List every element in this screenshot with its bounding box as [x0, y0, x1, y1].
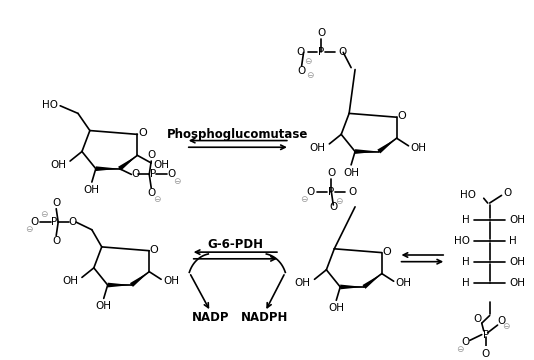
Polygon shape: [108, 283, 131, 287]
Text: P: P: [150, 170, 156, 179]
Text: P: P: [328, 186, 334, 197]
Text: HO: HO: [460, 190, 476, 201]
Text: H: H: [509, 236, 517, 246]
Text: HO: HO: [42, 100, 58, 110]
Text: OH: OH: [163, 276, 179, 286]
Text: O: O: [30, 217, 38, 227]
Text: O: O: [482, 349, 490, 359]
Polygon shape: [340, 284, 364, 289]
Text: OH: OH: [50, 160, 66, 170]
Text: O: O: [338, 48, 347, 57]
Text: ⊖: ⊖: [41, 210, 48, 219]
Text: O: O: [167, 170, 175, 179]
Text: OH: OH: [509, 257, 525, 267]
Text: ⊖: ⊖: [173, 177, 180, 186]
Text: O: O: [307, 186, 315, 197]
Polygon shape: [130, 272, 149, 287]
Text: OH: OH: [328, 303, 344, 313]
Text: ⊖: ⊖: [502, 323, 509, 332]
Text: OH: OH: [411, 143, 427, 153]
Text: O: O: [327, 168, 335, 179]
Text: OH: OH: [396, 278, 412, 288]
Polygon shape: [363, 274, 382, 289]
Text: O: O: [317, 28, 326, 38]
Text: HO: HO: [454, 236, 470, 246]
Text: G-6-PDH: G-6-PDH: [207, 238, 263, 251]
Text: O: O: [504, 188, 512, 198]
Text: OH: OH: [509, 278, 525, 288]
Text: O: O: [474, 314, 482, 324]
Polygon shape: [118, 156, 137, 171]
Text: O: O: [147, 189, 155, 198]
Text: O: O: [462, 337, 470, 347]
Text: O: O: [131, 170, 139, 179]
Text: OH: OH: [62, 276, 78, 286]
Text: P: P: [51, 217, 57, 227]
Text: O: O: [497, 316, 506, 326]
Text: O: O: [382, 247, 391, 257]
Text: O: O: [52, 198, 60, 208]
Text: O: O: [150, 245, 159, 255]
Text: H: H: [462, 257, 470, 267]
Text: OH: OH: [343, 167, 359, 177]
Text: ⊖: ⊖: [335, 197, 343, 206]
Text: NADPH: NADPH: [241, 311, 289, 324]
Text: ⊖: ⊖: [456, 345, 464, 354]
Text: O: O: [52, 236, 60, 246]
Text: ⊖: ⊖: [153, 195, 161, 204]
Text: ⊖: ⊖: [300, 195, 308, 204]
Text: H: H: [462, 215, 470, 225]
Text: OH: OH: [84, 185, 100, 195]
Text: H: H: [462, 278, 470, 288]
Text: OH: OH: [153, 160, 169, 170]
Polygon shape: [96, 166, 120, 171]
Text: ⊖: ⊖: [25, 225, 32, 234]
Text: OH: OH: [310, 143, 325, 153]
Text: O: O: [296, 48, 305, 57]
Text: OH: OH: [295, 278, 311, 288]
Text: Phosphoglucomutase: Phosphoglucomutase: [167, 128, 308, 141]
Text: P: P: [318, 48, 325, 57]
Text: NADP: NADP: [192, 311, 229, 324]
Text: ⊖: ⊖: [304, 57, 311, 66]
Text: O: O: [397, 111, 406, 121]
Polygon shape: [355, 149, 379, 154]
Text: O: O: [297, 67, 306, 76]
Text: OH: OH: [509, 215, 525, 225]
Text: P: P: [483, 330, 489, 339]
Text: ⊖: ⊖: [306, 71, 313, 80]
Text: O: O: [68, 217, 76, 227]
Text: O: O: [138, 129, 147, 138]
Polygon shape: [378, 138, 397, 153]
Text: O: O: [329, 202, 337, 212]
Text: OH: OH: [96, 301, 112, 311]
Text: O: O: [348, 186, 356, 197]
Text: O: O: [147, 150, 155, 160]
